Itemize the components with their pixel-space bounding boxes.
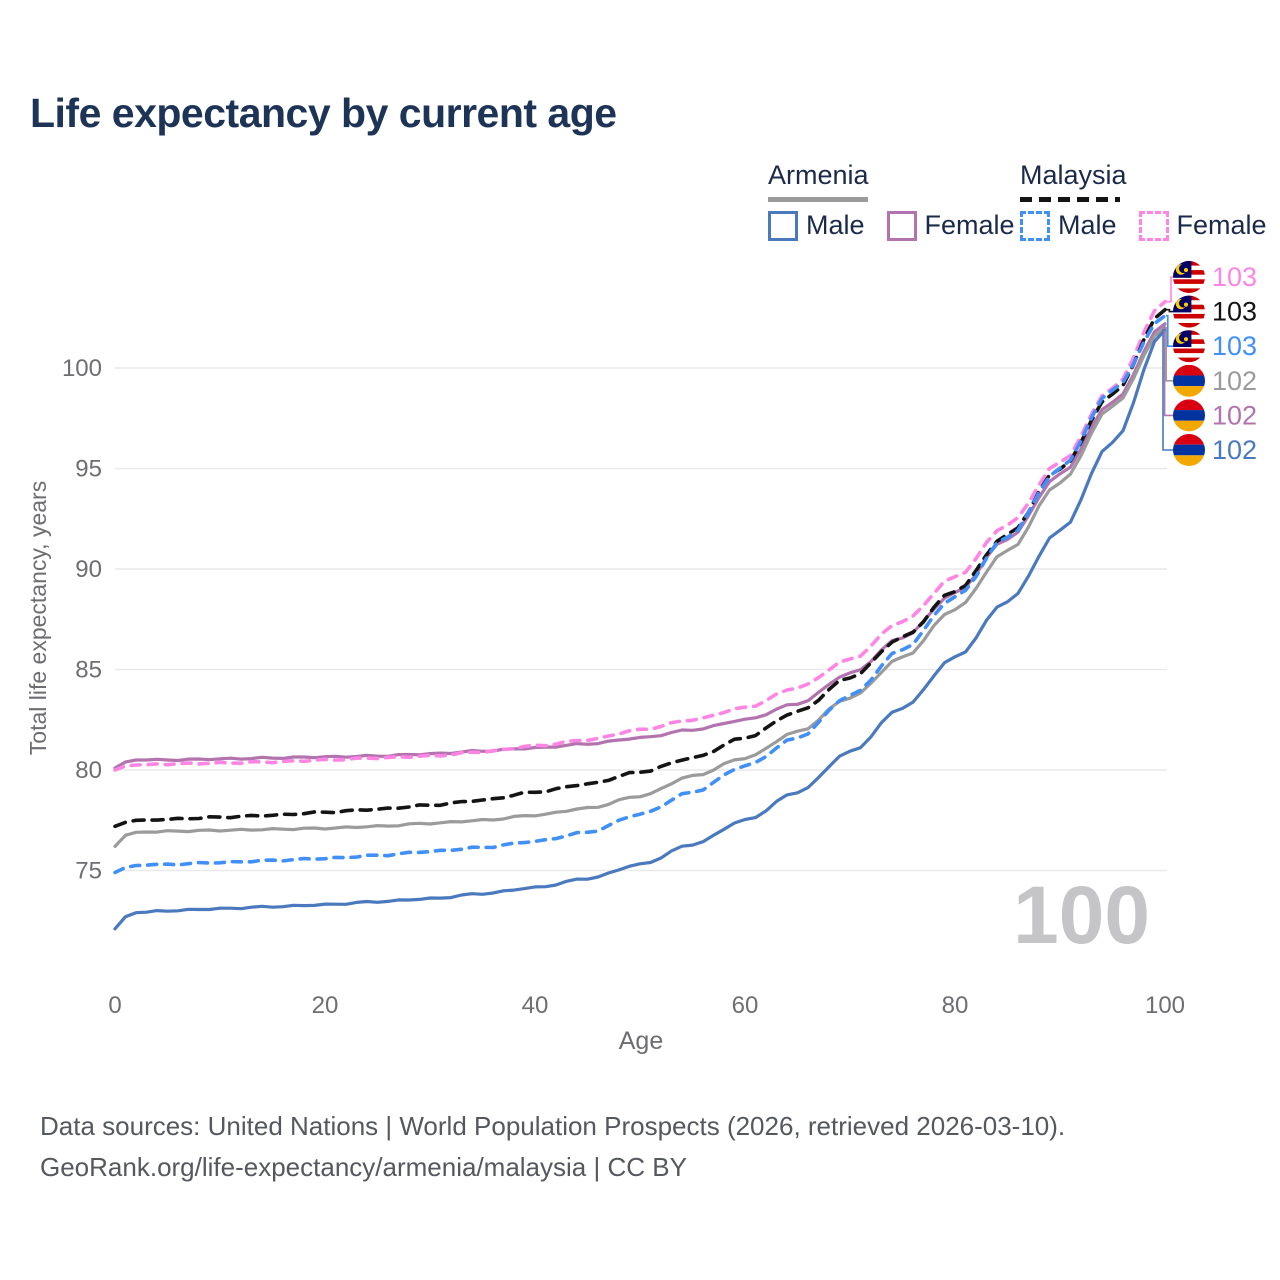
y-tick-85: 85 (75, 657, 102, 684)
end-label-connector (1165, 327, 1174, 382)
end-label-value: 103 (1212, 262, 1257, 292)
legend-country-malaysia[interactable]: Malaysia (1020, 160, 1127, 190)
y-tick-100: 100 (62, 355, 102, 382)
data-sources-line2[interactable]: GeoRank.org/life-expectancy/armenia/mala… (40, 1152, 687, 1182)
legend-label-armenia-female[interactable]: Female (924, 210, 1015, 240)
page-title: Life expectancy by current age (30, 90, 617, 136)
x-axis-label: Age (619, 1027, 663, 1055)
malaysia-flag-icon (1173, 261, 1205, 293)
age-watermark: 100 (1013, 870, 1150, 961)
malaysia-dashed-line-sample (1020, 197, 1120, 202)
end-label-value: 102 (1212, 400, 1257, 430)
end-label-value: 102 (1212, 366, 1257, 396)
malaysia-flag-icon (1173, 295, 1205, 328)
armenia-flag-icon (1173, 364, 1205, 397)
end-label-connector (1166, 314, 1174, 347)
y-tick-95: 95 (75, 456, 102, 483)
legend-country-armenia[interactable]: Armenia (768, 160, 869, 190)
x-tick-0: 0 (108, 992, 121, 1019)
series-line-malaysia-male[interactable] (113, 313, 1167, 875)
x-tick-40: 40 (522, 992, 549, 1019)
end-label-connector (1166, 308, 1174, 313)
end-label-connector (1163, 323, 1174, 417)
data-sources: Data sources: United Nations | World Pop… (40, 1106, 1065, 1188)
legend-label-malaysia-female[interactable]: Female (1176, 210, 1267, 240)
chart-legend: Armenia Male Female Malaysia Male Female (0, 160, 1267, 241)
x-tick-100: 100 (1145, 992, 1185, 1019)
armenia-solid-line-sample (768, 197, 868, 202)
legend-group-armenia: Armenia Male Female (768, 160, 1029, 241)
series-line-armenia[interactable] (113, 326, 1167, 848)
legend-swatch-malaysia-male[interactable] (1020, 210, 1050, 241)
y-tick-75: 75 (75, 858, 102, 885)
armenia-flag-icon (1173, 434, 1205, 466)
malaysia-flag-icon (1173, 330, 1205, 363)
series-line-malaysia[interactable] (113, 307, 1167, 829)
end-label-value: 103 (1212, 297, 1257, 327)
legend-swatch-armenia-female[interactable] (886, 210, 917, 241)
end-label-value: 102 (1212, 435, 1257, 465)
legend-group-malaysia: Malaysia Male Female (1020, 160, 1280, 241)
series-line-armenia-male[interactable] (113, 328, 1167, 931)
x-tick-60: 60 (732, 992, 759, 1019)
legend-swatch-armenia-male[interactable] (768, 210, 798, 241)
end-label-connector (1166, 276, 1174, 303)
end-label-connector (1162, 329, 1174, 451)
y-axis-label: Total life expectancy, years (25, 481, 51, 755)
legend-label-armenia-male[interactable]: Male (806, 210, 865, 240)
y-tick-80: 80 (75, 757, 102, 784)
armenia-flag-icon (1173, 399, 1205, 432)
legend-swatch-malaysia-female[interactable] (1138, 210, 1169, 241)
x-tick-20: 20 (312, 992, 339, 1019)
x-tick-80: 80 (942, 992, 969, 1019)
end-label-value: 103 (1212, 331, 1257, 361)
legend-label-malaysia-male[interactable]: Male (1058, 210, 1117, 240)
series-line-armenia-female[interactable] (113, 322, 1167, 770)
series-line-malaysia-female[interactable] (113, 299, 1167, 772)
y-tick-90: 90 (75, 556, 102, 583)
data-sources-line1: Data sources: United Nations | World Pop… (40, 1111, 1066, 1141)
